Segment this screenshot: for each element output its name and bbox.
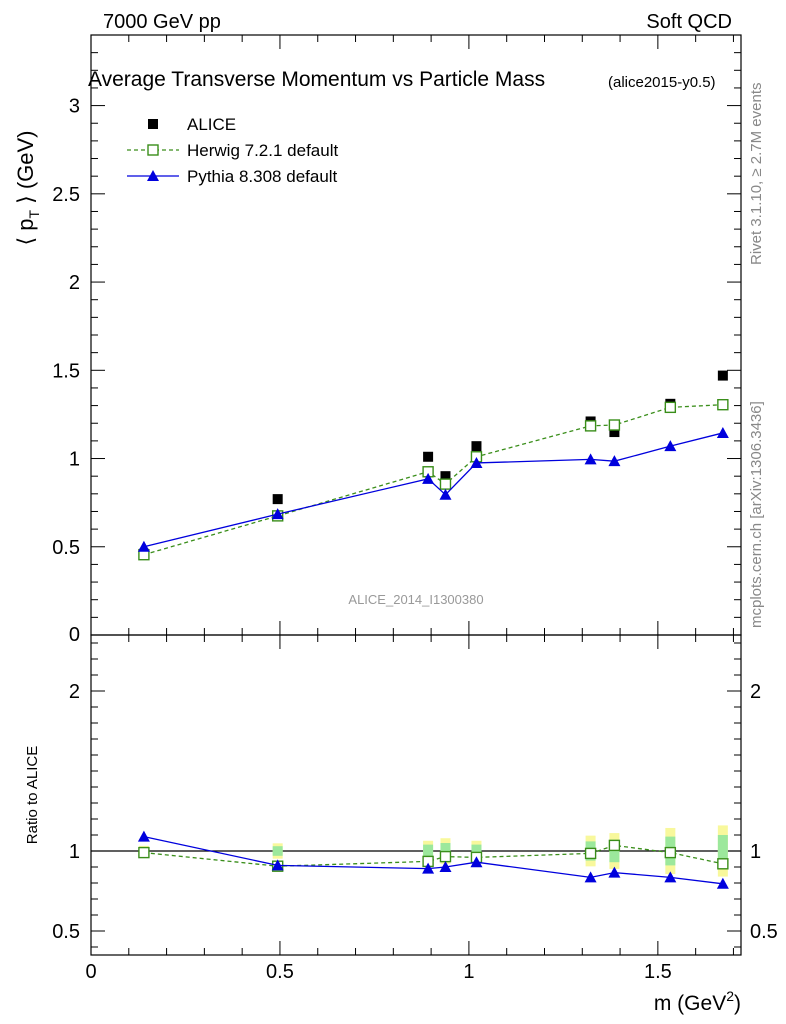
pythia-point (137, 540, 150, 552)
y-tick-label: 1 (69, 449, 80, 471)
y-axis-label-main: ⟨ p (13, 219, 38, 246)
pythia-point (664, 440, 677, 452)
header-right: Soft QCD (646, 11, 732, 33)
pythia-ratio-point (470, 856, 483, 868)
y-axis-label: ⟨ pT ⟩ (GeV) (13, 131, 42, 246)
ratio-y-tick-label: 0.5 (52, 921, 80, 943)
herwig-point (439, 478, 452, 490)
ratio-band-inner (272, 846, 283, 856)
analysis-watermark: ALICE_2014_I1300380 (348, 592, 483, 607)
ratio-band-inner (471, 844, 482, 858)
ratio-plot-frame (90, 634, 742, 956)
alice-data-point (471, 441, 482, 452)
x-axis-label-close: ) (734, 992, 741, 1015)
legend-label: Herwig 7.2.1 default (187, 141, 338, 160)
pythia-point (716, 426, 729, 438)
legend: ALICE Herwig 7.2.1 default Pythia 8.308 de… (127, 115, 338, 186)
alice-data-point (717, 370, 728, 381)
pythia-point (608, 455, 621, 467)
alice-data-point (609, 427, 620, 438)
pythia-ratio-point (422, 862, 435, 874)
series-layer (137, 370, 729, 889)
pythia-point (470, 456, 483, 468)
x-tick-label: 0 (85, 961, 96, 983)
pythia-ratio-point (271, 859, 284, 871)
herwig-point (664, 401, 677, 414)
y-tick-label: 3 (69, 96, 80, 118)
pythia-ratio-point (608, 866, 621, 878)
x-axis-label-main: m (GeV (654, 992, 726, 1015)
herwig-ratio-point (138, 846, 150, 859)
legend-marker-herwig (147, 144, 159, 156)
ratio-y-tick-label: 2 (69, 681, 80, 703)
header-left: 7000 GeV pp (103, 11, 221, 33)
pythia-ratio-point (137, 830, 150, 842)
herwig-ratio-point (608, 839, 621, 852)
pythia-ratio-point (664, 871, 677, 883)
legend-label: ALICE (187, 115, 236, 134)
herwig-point (717, 399, 729, 411)
rivet-label: Rivet 3.1.10, ≥ 2.7M events (748, 83, 765, 266)
legend-marker-alice (148, 119, 158, 129)
legend-marker-pythia (147, 170, 159, 181)
herwig-ratio-point (439, 850, 452, 863)
y-tick-label: 2.5 (52, 184, 80, 206)
alice-data-point (423, 451, 434, 462)
herwig-ratio-point (664, 846, 677, 859)
herwig-point (584, 420, 597, 432)
pythia-ratio-point (584, 871, 597, 883)
ratio-y-tick-label-right: 0.5 (750, 921, 778, 943)
herwig-ratio-line (143, 844, 723, 867)
y-axis-label-sub: T (26, 210, 42, 219)
mcplots-label: mcplots.cern.ch [arXiv:1306.3436] (748, 401, 765, 628)
y-axis-label-rest: ⟩ (GeV) (13, 131, 38, 210)
chart-subtitle: (alice2015-y0.5) (608, 74, 716, 91)
pythia-point (271, 508, 284, 520)
ratio-y-tick-label-right: 1 (750, 841, 761, 863)
y-tick-label: 2 (69, 272, 80, 294)
herwig-ratio-point (717, 858, 729, 870)
alice-data-point (272, 494, 283, 505)
pythia-ratio-point (439, 861, 452, 872)
herwig-ratio-point (584, 847, 597, 860)
ratio-y-tick-label: 1 (69, 841, 80, 863)
x-axis-label: m (GeV2) (654, 988, 741, 1015)
svg-text:⟨ pT ⟩ (GeV): ⟨ pT ⟩ (GeV) (13, 131, 42, 246)
ratio-band-inner (423, 844, 434, 858)
ratio-y-axis-label: Ratio to ALICE (24, 746, 41, 844)
ratio-band-inner (717, 835, 728, 867)
x-tick-label: 1.5 (644, 961, 672, 983)
chart-title: Average Transverse Momentum vs Particle … (88, 68, 545, 91)
pythia-point (584, 453, 597, 465)
pythia-point (422, 472, 435, 484)
x-tick-label: 1 (463, 961, 474, 983)
y-tick-label: 1.5 (52, 360, 80, 382)
y-tick-label-zero: 0 (69, 624, 80, 646)
x-tick-label: 0.5 (266, 961, 294, 983)
x-axis-label-sup: 2 (726, 988, 734, 1004)
legend-label: Pythia 8.308 default (187, 167, 338, 186)
pythia-line (143, 432, 724, 548)
pythia-point (439, 488, 452, 500)
ratio-y-tick-label-right: 2 (750, 681, 761, 703)
alice-data-point (440, 471, 451, 482)
herwig-line (143, 404, 723, 556)
y-tick-label: 0.5 (52, 537, 80, 559)
pythia-ratio-point (716, 877, 729, 889)
herwig-point (608, 419, 621, 431)
